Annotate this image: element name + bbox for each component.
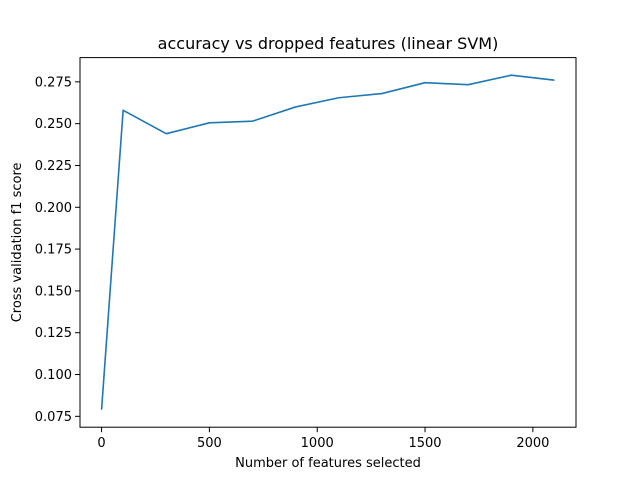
chart-title: accuracy vs dropped features (linear SVM… (158, 34, 499, 53)
y-tick-label: 0.275 (35, 75, 72, 90)
y-tick-label: 0.150 (35, 284, 72, 299)
x-tick-label: 2000 (516, 436, 549, 451)
y-tick-label: 0.125 (35, 326, 72, 341)
tick-marks (75, 81, 534, 433)
x-tick-label: 500 (197, 436, 222, 451)
y-axis-label: Cross validation f1 score (10, 162, 25, 322)
y-tick-label: 0.200 (35, 201, 72, 216)
series-line (100, 74, 555, 410)
x-tick-label: 0 (97, 436, 105, 451)
tick-labels: 0 500 1000 1500 2000 0.075 0.100 0.125 0.150 0.17… (35, 75, 550, 451)
y-tick-label: 0.100 (35, 368, 72, 383)
y-tick-label: 0.175 (35, 243, 72, 258)
series-group (100, 74, 555, 410)
x-tick-label: 1000 (301, 436, 334, 451)
plot-frame (79, 57, 577, 428)
y-tick-label: 0.250 (35, 117, 72, 132)
y-tick-label: 0.225 (35, 159, 72, 174)
x-axis-label: Number of features selected (235, 456, 421, 471)
x-tick-label: 1500 (408, 436, 441, 451)
y-tick-label: 0.075 (35, 410, 72, 425)
